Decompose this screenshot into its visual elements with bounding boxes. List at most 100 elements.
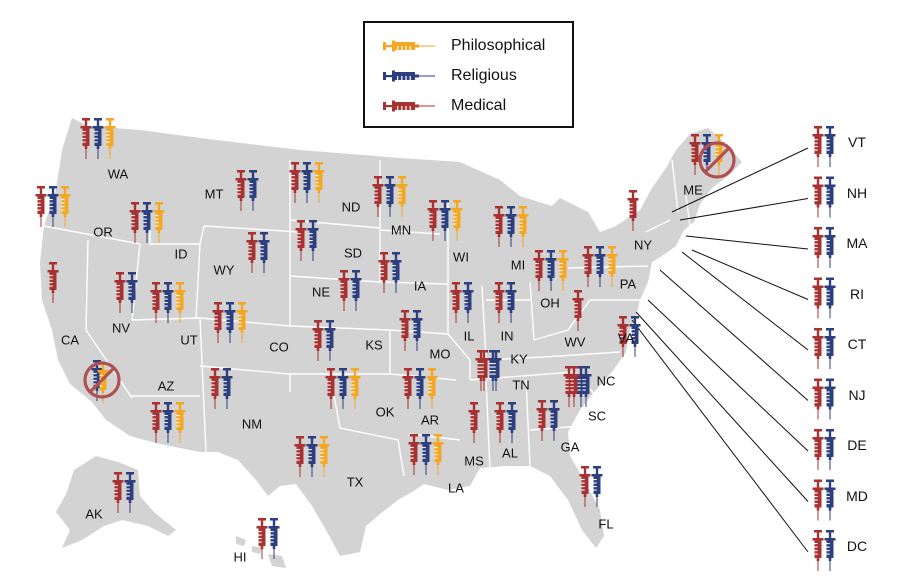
state-label-il: IL — [463, 328, 475, 344]
medical-syringe-icon — [812, 227, 824, 268]
religious-syringe-icon — [247, 170, 259, 211]
religious-syringe-icon — [126, 272, 138, 313]
state-border — [379, 229, 441, 235]
markers-id — [129, 202, 165, 243]
state-border — [289, 275, 381, 283]
prohibited-icon — [83, 361, 121, 399]
philosophical-syringe-icon — [606, 246, 618, 287]
medical-syringe-icon — [129, 202, 141, 243]
state-label-mt: MT — [204, 186, 224, 202]
religious-syringe-icon — [350, 270, 362, 311]
markers-ma — [812, 227, 836, 268]
state-border — [447, 333, 471, 380]
state-border — [559, 351, 621, 357]
markers-de — [812, 429, 836, 470]
religious-syringe-icon — [545, 250, 557, 291]
medical-syringe-icon — [478, 350, 490, 391]
religious-syringe-icon — [439, 200, 451, 241]
medical-syringe-icon — [338, 270, 350, 311]
markers-sd — [295, 220, 319, 261]
markers-il — [450, 282, 474, 323]
markers-wv — [572, 290, 584, 331]
state-border — [685, 195, 691, 227]
philosophical-syringe-icon — [174, 402, 186, 443]
markers-al — [494, 402, 518, 443]
religious-syringe-icon — [824, 126, 836, 167]
religious-syringe-icon — [580, 366, 592, 407]
medical-syringe-icon — [399, 310, 411, 351]
state-label-dc: DC — [846, 538, 868, 554]
markers-tn — [478, 350, 502, 391]
state-label-ut: UT — [180, 332, 198, 348]
markers-wy — [246, 232, 270, 273]
markers-fl — [579, 466, 603, 507]
markers-ca — [47, 262, 59, 303]
syringe-icon — [383, 40, 435, 52]
medical-syringe-icon — [246, 232, 258, 273]
medical-syringe-icon — [812, 176, 824, 218]
medical-syringe-icon — [579, 466, 591, 507]
religious-syringe-icon — [306, 436, 318, 477]
leader-line — [631, 319, 809, 553]
religious-syringe-icon — [505, 206, 517, 247]
state-label-ia: IA — [413, 278, 427, 294]
medical-syringe-icon — [450, 282, 462, 323]
religious-syringe-icon — [594, 246, 606, 287]
philosophical-syringe-icon — [432, 434, 444, 475]
philosophical-syringe-icon — [557, 250, 569, 291]
state-label-mi: MI — [510, 257, 526, 273]
state-label-ms: MS — [464, 453, 484, 469]
medical-syringe-icon — [372, 176, 384, 217]
medical-syringe-icon — [150, 282, 162, 323]
religious-syringe-icon — [411, 310, 423, 351]
medical-syringe-icon — [812, 378, 824, 420]
legend-item-religious: Religious — [365, 63, 517, 89]
medical-syringe-icon — [289, 162, 301, 203]
medical-syringe-icon — [812, 530, 824, 571]
state-label-me: ME — [683, 182, 703, 198]
state-border — [469, 371, 575, 381]
markers-mi — [493, 206, 529, 247]
leader-line — [685, 235, 809, 250]
state-label-de: DE — [847, 437, 867, 453]
markers-hi — [256, 518, 280, 559]
leader-line — [681, 251, 809, 351]
ban-ca — [83, 360, 121, 403]
leader-line — [647, 299, 809, 452]
syringe-icon — [383, 100, 435, 112]
philosophical-syringe-icon — [153, 202, 165, 243]
state-border — [639, 299, 645, 319]
medical-syringe-icon — [325, 368, 337, 409]
religious-syringe-icon — [162, 402, 174, 443]
medical-syringe-icon — [47, 262, 59, 303]
medical-syringe-icon — [150, 402, 162, 443]
religious-syringe-icon — [824, 429, 836, 470]
medical-syringe-icon — [568, 366, 580, 407]
state-border — [85, 239, 89, 331]
state-label-ok: OK — [375, 404, 395, 420]
philosophical-syringe-icon — [236, 302, 248, 343]
state-label-nv: NV — [111, 320, 131, 336]
legend-label: Philosophical — [451, 37, 546, 54]
philosophical-syringe-icon — [59, 186, 71, 227]
state-border — [525, 379, 531, 467]
state-label-wi: WI — [453, 249, 469, 265]
markers-md — [812, 479, 836, 521]
philosophical-syringe-icon — [104, 118, 116, 159]
medical-syringe-icon — [468, 402, 480, 443]
religious-syringe-icon — [384, 176, 396, 217]
philosophical-syringe-icon — [517, 206, 529, 247]
philosophical-syringe-icon — [313, 162, 325, 203]
markers-az — [150, 402, 186, 443]
state-border — [329, 373, 405, 477]
legend-item-philosophical: Philosophical — [365, 33, 545, 59]
markers-ny — [627, 190, 639, 231]
syringe-icon — [383, 70, 435, 82]
medical-syringe-icon — [812, 328, 824, 369]
religious-syringe-icon — [390, 252, 402, 293]
medical-syringe-icon — [256, 518, 268, 559]
state-label-az: AZ — [157, 378, 175, 394]
markers-ct — [812, 328, 836, 369]
religious-syringe-icon — [324, 320, 336, 361]
state-label-ny: NY — [633, 237, 653, 253]
